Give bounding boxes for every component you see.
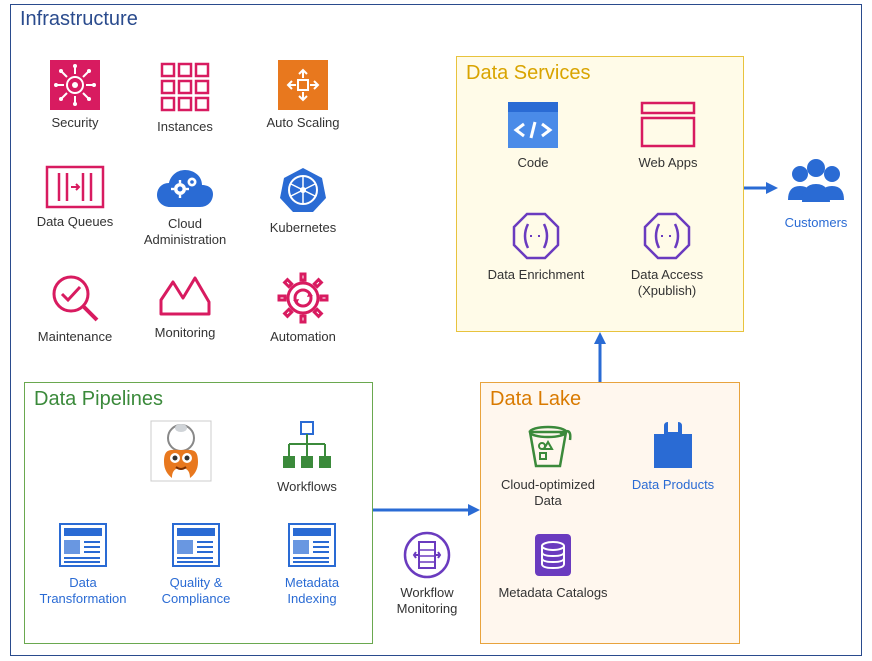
- newspaper-icon-2: [169, 520, 223, 570]
- data-access-item: Data Access (Xpublish): [612, 210, 722, 298]
- metadata-catalogs-item: Metadata Catalogs: [488, 530, 618, 601]
- cloud-opt-item: Cloud-optimized Data: [488, 420, 608, 508]
- instances-label: Instances: [140, 119, 230, 135]
- customers-icon: [780, 156, 852, 210]
- instances-item: Instances: [140, 60, 230, 135]
- automation-label: Automation: [258, 329, 348, 345]
- security-item: Security: [35, 60, 115, 131]
- auto-scaling-label: Auto Scaling: [258, 115, 348, 131]
- kubernetes-icon: [278, 165, 328, 215]
- workflows-item: Workflows: [262, 420, 352, 495]
- code-item: Code: [488, 100, 578, 171]
- security-label: Security: [35, 115, 115, 131]
- customers-label: Customers: [770, 215, 862, 231]
- cloud-admin-label: Cloud Administration: [135, 216, 235, 247]
- newspaper-icon-1: [56, 520, 110, 570]
- data-enrichment-item: Data Enrichment: [476, 210, 596, 283]
- data-transformation-item: Data Transformation: [28, 520, 138, 606]
- quality-item: Quality & Compliance: [146, 520, 246, 606]
- workflow-monitoring-item: Workflow Monitoring: [382, 530, 472, 616]
- cloud-admin-icon: [154, 165, 216, 211]
- metadata-indexing-label: Metadata Indexing: [262, 575, 362, 606]
- workflow-monitoring-icon: [402, 530, 452, 580]
- automation-item: Automation: [258, 272, 348, 345]
- data-enrichment-label: Data Enrichment: [476, 267, 596, 283]
- cloud-opt-label: Cloud-optimized Data: [488, 477, 608, 508]
- data-queues-label: Data Queues: [25, 214, 125, 230]
- data-access-label: Data Access (Xpublish): [612, 267, 722, 298]
- services-title: Data Services: [466, 62, 591, 85]
- maintenance-item: Maintenance: [28, 272, 122, 345]
- octagon-icon-2: [641, 210, 693, 262]
- arrow-pipelines-to-lake: [373, 500, 480, 520]
- mascot-item: [146, 420, 216, 487]
- web-apps-icon: [639, 100, 697, 150]
- mascot-icon: [150, 420, 212, 482]
- workflows-icon: [279, 420, 335, 474]
- data-transformation-label: Data Transformation: [28, 575, 138, 606]
- monitoring-item: Monitoring: [140, 272, 230, 341]
- auto-scaling-item: Auto Scaling: [258, 60, 348, 131]
- instances-icon: [158, 60, 212, 114]
- web-apps-item: Web Apps: [618, 100, 718, 171]
- data-queues-item: Data Queues: [25, 165, 125, 230]
- arrow-lake-to-services: [590, 332, 610, 382]
- workflow-monitoring-label: Workflow Monitoring: [382, 585, 472, 616]
- workflows-label: Workflows: [262, 479, 352, 495]
- security-icon: [50, 60, 100, 110]
- metadata-indexing-item: Metadata Indexing: [262, 520, 362, 606]
- kubernetes-label: Kubernetes: [258, 220, 348, 236]
- maintenance-icon: [49, 272, 101, 324]
- kubernetes-item: Kubernetes: [258, 165, 348, 236]
- bucket-icon: [522, 420, 574, 472]
- code-icon: [506, 100, 560, 150]
- code-label: Code: [488, 155, 578, 171]
- customers-item: Customers: [770, 156, 862, 231]
- maintenance-label: Maintenance: [28, 329, 122, 345]
- octagon-icon-1: [510, 210, 562, 262]
- monitoring-label: Monitoring: [140, 325, 230, 341]
- arrow-services-to-customers: [744, 178, 778, 198]
- monitoring-icon: [157, 272, 213, 320]
- data-products-label: Data Products: [618, 477, 728, 493]
- bag-icon: [648, 418, 698, 472]
- data-queues-icon: [45, 165, 105, 209]
- pipelines-title: Data Pipelines: [34, 388, 163, 411]
- cloud-admin-item: Cloud Administration: [135, 165, 235, 247]
- automation-icon: [277, 272, 329, 324]
- newspaper-icon-3: [285, 520, 339, 570]
- data-products-item: Data Products: [618, 418, 728, 493]
- quality-label: Quality & Compliance: [146, 575, 246, 606]
- web-apps-label: Web Apps: [618, 155, 718, 171]
- metadata-catalogs-label: Metadata Catalogs: [488, 585, 618, 601]
- lake-title: Data Lake: [490, 388, 581, 411]
- auto-scaling-icon: [278, 60, 328, 110]
- infrastructure-title: Infrastructure: [20, 8, 138, 31]
- database-icon: [531, 530, 575, 580]
